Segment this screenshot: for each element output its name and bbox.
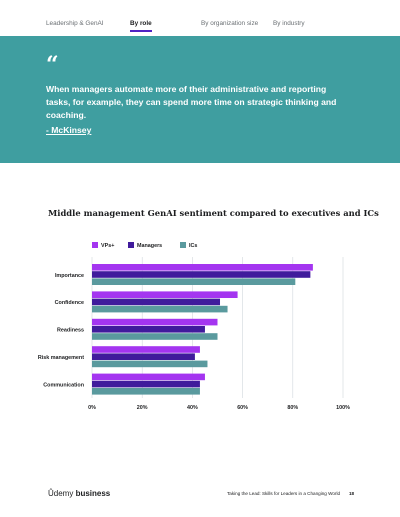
page-number: 18 — [349, 491, 355, 496]
logo-brand: business — [75, 489, 111, 498]
quote-banner: “ When managers automate more of their a… — [0, 36, 400, 163]
bar-confidence-1 — [92, 291, 238, 298]
bar-communication-2 — [92, 380, 200, 388]
udemy-business-logo: Ûdemy business — [48, 489, 110, 498]
tab-by-organization-size[interactable]: By organization size — [201, 20, 259, 27]
category-label-2: Confidence — [55, 300, 84, 306]
legend-swatch-2 — [128, 242, 134, 248]
x-tick-label-3: 40% — [187, 405, 198, 411]
category-label-5: Communication — [43, 382, 84, 388]
legend-label-2: Managers — [137, 243, 162, 249]
bar-readiness-3 — [92, 333, 218, 340]
tab-by-industry[interactable]: By industry — [273, 20, 305, 27]
legend-swatch-3 — [180, 242, 186, 248]
x-tick-label-5: 80% — [287, 405, 298, 411]
category-label-1: Importance — [55, 273, 84, 279]
x-tick-label-4: 60% — [237, 405, 248, 411]
bar-importance-1 — [92, 264, 313, 271]
bar-readiness-1 — [92, 318, 218, 326]
chart-title: Middle management GenAI sentiment compar… — [48, 208, 379, 218]
bar-risk-management-1 — [92, 346, 200, 353]
bar-risk-management-2 — [92, 353, 195, 360]
legend-swatch-1 — [92, 242, 98, 248]
bar-importance-2 — [92, 271, 311, 278]
bar-importance-3 — [92, 278, 296, 285]
quote-author: - McKinsey — [46, 125, 92, 135]
category-label-4: Risk management — [38, 355, 84, 361]
bar-risk-management-3 — [92, 360, 208, 368]
tab-by-role[interactable]: By role — [130, 20, 152, 32]
bar-chart: VPs+ Managers ICs 0% 20% 40% 60% 80% 100% Importa… — [38, 242, 350, 411]
legend-label-3: ICs — [189, 243, 197, 249]
x-tick-label-6: 100% — [336, 405, 350, 411]
legend-label-1: VPs+ — [101, 243, 114, 249]
x-tick-label-1: 0% — [88, 405, 96, 411]
bar-communication-1 — [92, 373, 205, 381]
bar-confidence-3 — [92, 305, 228, 313]
bar-communication-3 — [92, 388, 200, 395]
category-label-3: Readiness — [57, 328, 84, 334]
bar-confidence-2 — [92, 298, 221, 306]
quote-text: When managers automate more of their adm… — [46, 84, 337, 120]
bar-readiness-2 — [92, 326, 205, 333]
logo-prefix: Ûdemy — [48, 489, 74, 498]
quote-mark-icon: “ — [46, 52, 59, 78]
x-tick-label-2: 20% — [137, 405, 148, 411]
footer-report-title: Taking the Lead: Skills for Leaders in a… — [227, 491, 341, 496]
top-navigation: Leadership & GenAI By role By organizati… — [0, 0, 400, 36]
tab-leadership-genai[interactable]: Leadership & GenAI — [46, 20, 104, 27]
